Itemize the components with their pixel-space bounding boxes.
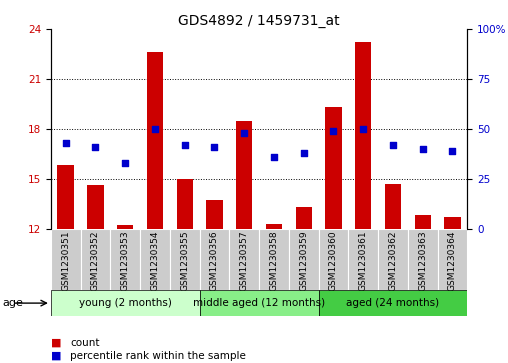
- Point: [240, 130, 248, 136]
- Text: GSM1230360: GSM1230360: [329, 231, 338, 291]
- Bar: [385, 184, 401, 229]
- Bar: [51, 290, 200, 316]
- Text: young (2 months): young (2 months): [79, 298, 172, 308]
- Text: GSM1230364: GSM1230364: [448, 231, 457, 291]
- Point: [389, 142, 397, 148]
- Text: GSM1230361: GSM1230361: [359, 231, 368, 291]
- Point: [270, 154, 278, 160]
- Bar: [259, 229, 289, 290]
- Text: GSM1230352: GSM1230352: [91, 231, 100, 291]
- Text: GSM1230359: GSM1230359: [299, 231, 308, 291]
- Text: GSM1230358: GSM1230358: [269, 231, 278, 291]
- Bar: [325, 107, 342, 229]
- Bar: [415, 215, 431, 229]
- Bar: [57, 166, 74, 229]
- Point: [449, 148, 457, 154]
- Point: [329, 128, 337, 134]
- Title: GDS4892 / 1459731_at: GDS4892 / 1459731_at: [178, 14, 340, 28]
- Point: [210, 144, 218, 150]
- Point: [419, 146, 427, 152]
- Bar: [408, 229, 437, 290]
- Bar: [170, 229, 200, 290]
- Text: percentile rank within the sample: percentile rank within the sample: [70, 351, 246, 361]
- Point: [151, 126, 159, 132]
- Bar: [319, 290, 467, 316]
- Bar: [378, 229, 408, 290]
- Bar: [319, 229, 348, 290]
- Text: aged (24 months): aged (24 months): [346, 298, 439, 308]
- Text: count: count: [70, 338, 100, 348]
- Bar: [348, 229, 378, 290]
- Bar: [117, 225, 134, 229]
- Point: [300, 150, 308, 156]
- Point: [121, 160, 129, 166]
- Bar: [229, 229, 259, 290]
- Text: GSM1230356: GSM1230356: [210, 231, 219, 291]
- Text: ■: ■: [51, 338, 61, 348]
- Bar: [110, 229, 140, 290]
- Bar: [176, 179, 193, 229]
- Bar: [437, 229, 467, 290]
- Text: ■: ■: [51, 351, 61, 361]
- Bar: [266, 224, 282, 229]
- Point: [181, 142, 189, 148]
- Bar: [355, 42, 371, 229]
- Bar: [200, 290, 319, 316]
- Bar: [444, 217, 461, 229]
- Text: GSM1230351: GSM1230351: [61, 231, 70, 291]
- Bar: [206, 200, 223, 229]
- Bar: [51, 229, 81, 290]
- Text: GSM1230354: GSM1230354: [150, 231, 160, 291]
- Point: [359, 126, 367, 132]
- Bar: [81, 229, 110, 290]
- Bar: [200, 229, 229, 290]
- Bar: [289, 229, 319, 290]
- Text: middle aged (12 months): middle aged (12 months): [193, 298, 325, 308]
- Bar: [296, 207, 312, 229]
- Text: age: age: [3, 298, 23, 308]
- Bar: [140, 229, 170, 290]
- Text: GSM1230362: GSM1230362: [389, 231, 397, 291]
- Text: GSM1230363: GSM1230363: [418, 231, 427, 291]
- Text: GSM1230355: GSM1230355: [180, 231, 189, 291]
- Point: [91, 144, 100, 150]
- Bar: [147, 52, 163, 229]
- Point: [61, 140, 70, 146]
- Text: GSM1230353: GSM1230353: [121, 231, 130, 291]
- Bar: [87, 185, 104, 229]
- Text: GSM1230357: GSM1230357: [240, 231, 249, 291]
- Bar: [236, 121, 252, 229]
